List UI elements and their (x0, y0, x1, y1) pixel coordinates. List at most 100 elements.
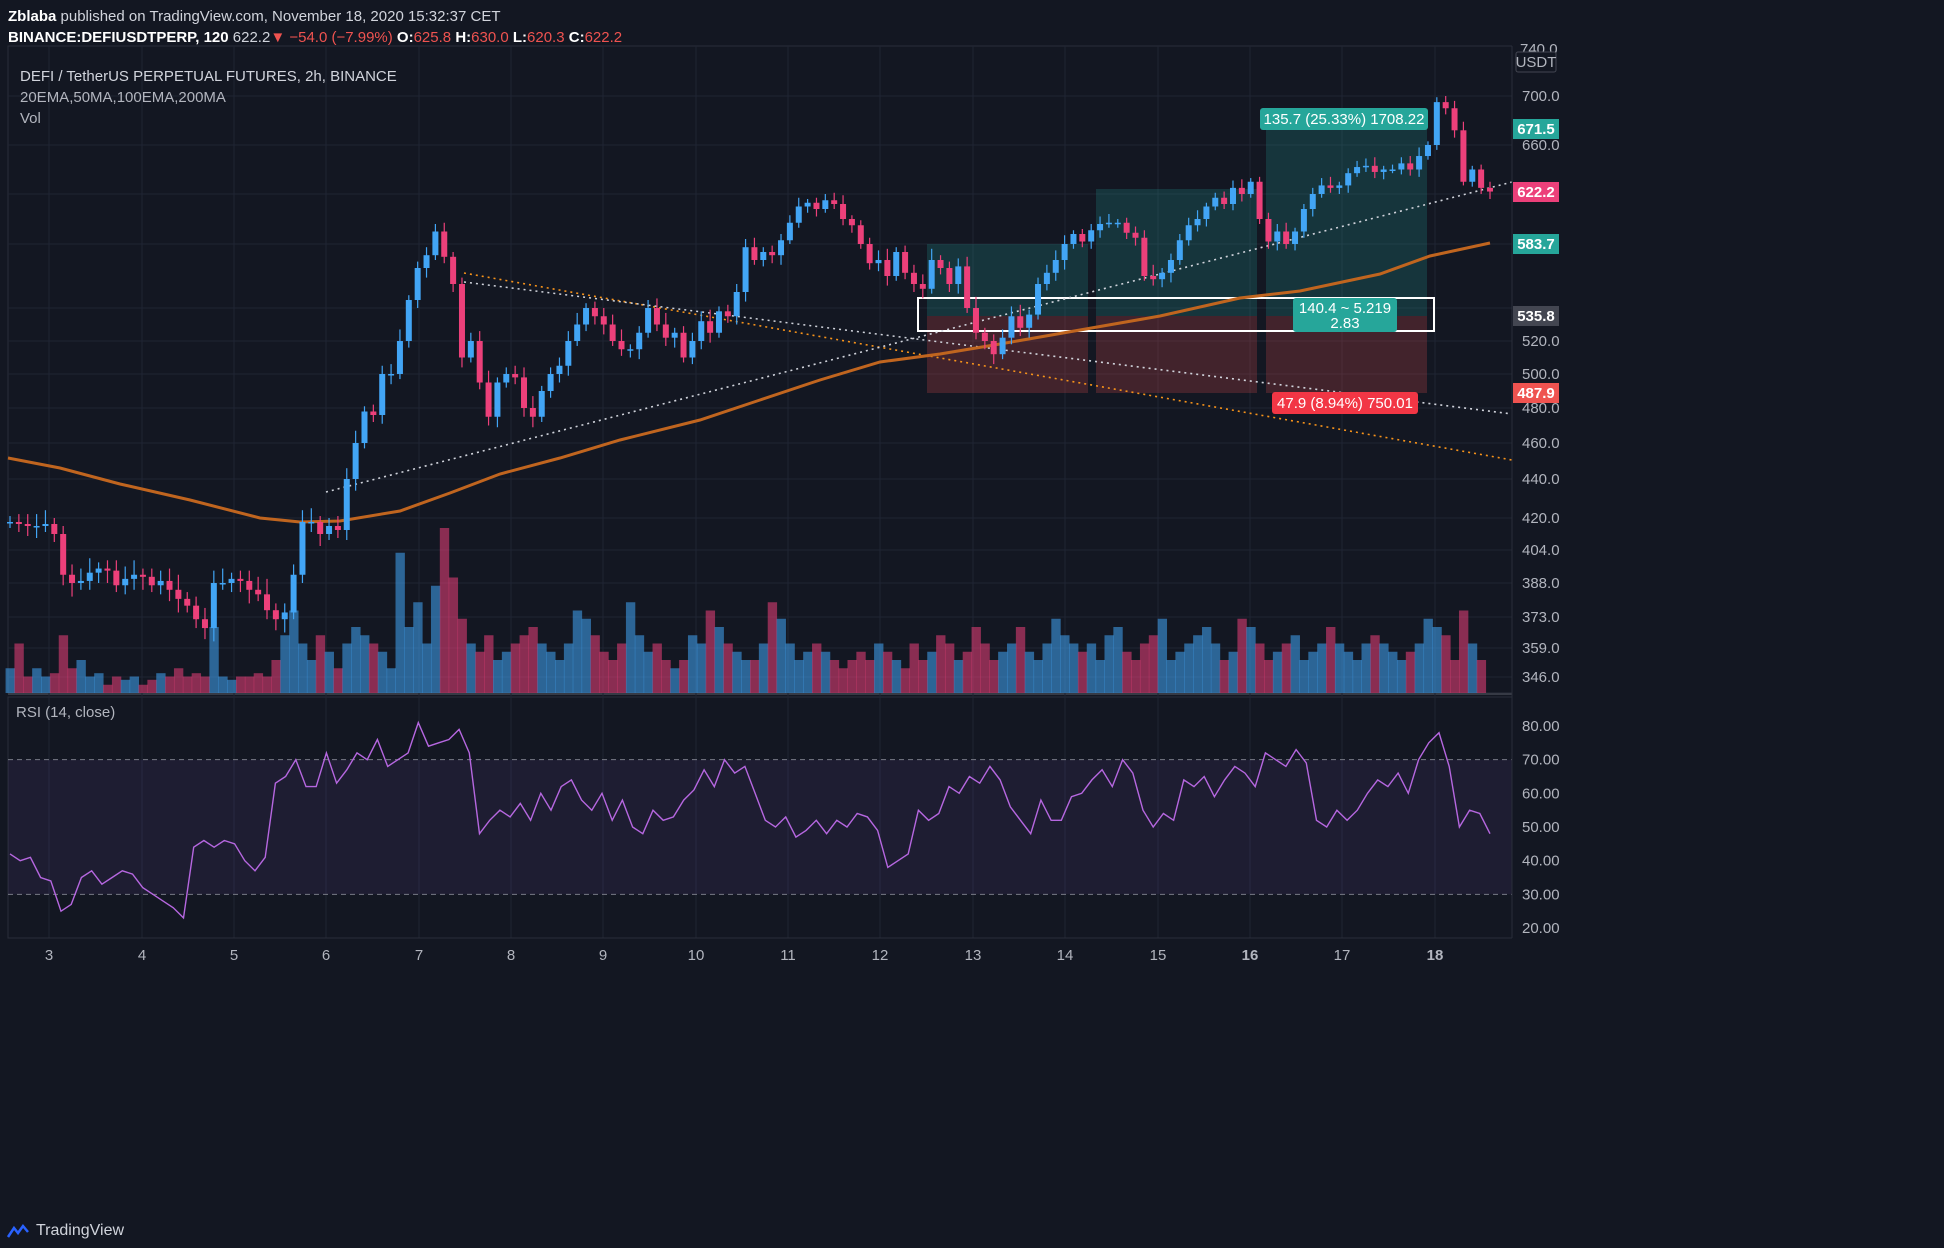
candle-body (698, 321, 705, 341)
volume-bar (333, 668, 343, 693)
volume-bar (909, 643, 919, 693)
volume-bar (812, 643, 822, 693)
volume-bar (422, 643, 432, 693)
candle-body (831, 200, 838, 204)
candle-body (122, 578, 129, 586)
volume-label[interactable]: Vol (20, 110, 41, 127)
volume-bar (776, 618, 786, 693)
price-tick-440.0: 440.0 (1522, 471, 1560, 488)
candle-body (840, 204, 847, 219)
volume-bar (386, 668, 397, 693)
volume-bar (1042, 643, 1052, 693)
volume-bar (368, 643, 379, 693)
price-tick-388.0: 388.0 (1522, 575, 1560, 592)
volume-bar (617, 643, 627, 693)
candle-body (42, 524, 49, 526)
currency-badge (1515, 51, 1557, 73)
candle-body (1362, 165, 1369, 168)
volume-bar (1441, 635, 1451, 693)
candle-body (476, 341, 483, 383)
volume-bar (271, 660, 281, 693)
volume-bar (1290, 635, 1300, 693)
rsi-tick-20.00: 20.00 (1522, 920, 1560, 937)
volume-bar (741, 660, 751, 693)
volume-bar (377, 651, 388, 693)
volume-bar (129, 676, 140, 693)
symbol-label[interactable]: BINANCE:DEFIUSDTPERP, 120 (8, 29, 229, 46)
candle-body (317, 522, 324, 534)
candle-body (503, 374, 510, 383)
candle-body (166, 580, 173, 590)
candle-body (653, 308, 660, 325)
volume-bar (315, 635, 326, 693)
volume-bar (767, 602, 778, 693)
volume-bar (1450, 660, 1460, 693)
volume-bar (1033, 660, 1043, 693)
candle-body (902, 252, 909, 273)
candle-body (1194, 219, 1201, 226)
volume-bar (280, 635, 290, 693)
candle-body (95, 568, 102, 573)
volume-bar (395, 552, 405, 693)
descending-trendline-white (463, 281, 1513, 415)
candle-body (866, 244, 873, 264)
price-tick-373.0: 373.0 (1522, 609, 1560, 626)
candle-body (1274, 231, 1281, 242)
volume-bar (1086, 643, 1097, 693)
volume-bar (1060, 635, 1070, 693)
time-tick-10: 10 (688, 947, 705, 964)
chart-header: Zblaba published on TradingView.com, Nov… (8, 6, 622, 48)
volume-bar (94, 673, 104, 693)
volume-bar (732, 651, 742, 693)
volume-bar (679, 660, 689, 693)
price-tick-404.0: 404.0 (1522, 542, 1560, 559)
volume-bar (430, 585, 441, 693)
candle-body (884, 260, 891, 276)
price-tick-700.0: 700.0 (1522, 88, 1560, 105)
volume-bar (927, 651, 937, 693)
candle-body (707, 321, 714, 333)
publisher-name[interactable]: Zblaba (8, 8, 57, 25)
candle-body (795, 206, 802, 223)
candle-body (458, 284, 465, 358)
volume-bar (1193, 635, 1203, 693)
ema-100-line (7, 241, 1491, 524)
price-tag-671.5: 671.5 (1517, 121, 1555, 138)
volume-bar (439, 528, 450, 693)
volume-bar (32, 668, 42, 693)
instrument-title[interactable]: DEFI / TetherUS PERPETUAL FUTURES, 2h, B… (20, 68, 397, 85)
price-axis-bg (1512, 0, 1944, 1248)
candle-body (1327, 185, 1334, 188)
candle-body (193, 605, 200, 620)
candle-body (1318, 185, 1325, 194)
indicator-list[interactable]: 20EMA,50MA,100EMA,200MA (20, 89, 226, 106)
volume-bar (253, 673, 264, 693)
tradingview-logo-icon (6, 1223, 29, 1238)
candle-body (264, 594, 271, 611)
volume-bar (1343, 651, 1354, 693)
candle-body (1150, 276, 1157, 280)
candle-body (946, 268, 953, 284)
footer-brand[interactable]: TradingView (6, 1222, 124, 1240)
range-label-bg (1293, 298, 1397, 332)
candle-body (432, 231, 439, 256)
price-tag-bg (1513, 182, 1559, 202)
volume-bar (466, 643, 476, 693)
candle-body (1371, 165, 1378, 172)
candle-body (1433, 102, 1440, 145)
volume-bar (962, 651, 973, 693)
volume-bar (1432, 627, 1442, 693)
candle-body (1176, 240, 1183, 260)
price-tick-660.0: 660.0 (1522, 137, 1560, 154)
price-tick-460.0: 460.0 (1522, 435, 1560, 452)
open-value: 625.8 (413, 29, 452, 46)
candle-body (1043, 272, 1050, 284)
volume-bar (750, 660, 760, 693)
volume-bar (1077, 651, 1088, 693)
chart-legend: DEFI / TetherUS PERPETUAL FUTURES, 2h, B… (20, 66, 397, 129)
volume-bar (820, 651, 831, 693)
volume-bar (1334, 643, 1345, 693)
candle-body (680, 332, 687, 358)
candle-body (556, 365, 563, 374)
